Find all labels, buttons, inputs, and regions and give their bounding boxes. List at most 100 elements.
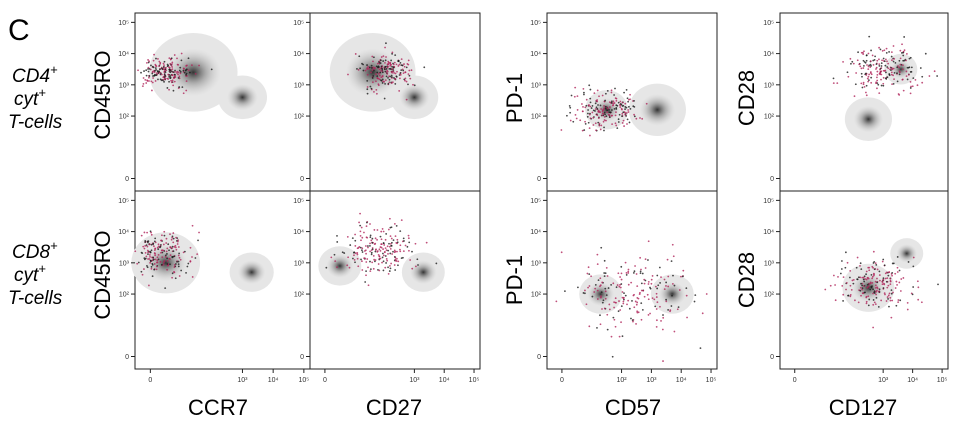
- population-event: [892, 291, 894, 294]
- event-dot: [641, 308, 644, 311]
- population-event: [603, 307, 606, 310]
- population-event: [646, 293, 649, 296]
- population-event: [371, 69, 374, 71]
- event-dot: [892, 82, 895, 85]
- event-dot: [148, 67, 151, 70]
- event-dot: [380, 65, 383, 68]
- population-event: [587, 286, 589, 289]
- population-event: [358, 221, 360, 224]
- event-dot: [606, 109, 609, 112]
- population-event: [917, 286, 920, 289]
- population-event: [394, 72, 397, 75]
- event-dot: [168, 249, 170, 252]
- event-dot: [435, 262, 438, 265]
- population-event: [161, 256, 164, 259]
- population-event: [594, 122, 597, 125]
- event-dot: [144, 241, 147, 243]
- population-event: [870, 81, 873, 84]
- population-event: [888, 271, 891, 274]
- population-event: [166, 260, 169, 262]
- population-event: [862, 67, 865, 69]
- population-event: [928, 75, 931, 77]
- population-event: [386, 72, 389, 75]
- event-dot: [902, 54, 905, 57]
- population-event: [606, 107, 609, 110]
- event-dot: [149, 230, 152, 233]
- population-event: [378, 269, 381, 272]
- y-tick-label: 10⁴: [530, 51, 541, 58]
- population-event: [366, 258, 369, 260]
- population-event: [382, 230, 385, 233]
- event-dot: [384, 68, 386, 71]
- event-dot: [397, 59, 400, 62]
- population-event: [582, 87, 585, 90]
- population-event: [366, 236, 369, 239]
- population-event: [620, 278, 623, 281]
- population-event: [614, 97, 617, 100]
- population-event: [177, 73, 179, 76]
- population-event: [606, 275, 609, 277]
- event-dot: [150, 265, 153, 268]
- population-event: [633, 306, 636, 309]
- population-event: [882, 76, 885, 79]
- y-tick-label: 10²: [294, 114, 305, 121]
- population-event: [389, 61, 392, 64]
- population-event: [145, 255, 148, 258]
- event-dot: [392, 250, 394, 253]
- population-event: [612, 104, 615, 106]
- plot-cd8-cd27: 10⁵ 10⁴ 10³ 10² 0 0 10³ 10⁴ 10⁵: [293, 190, 481, 384]
- event-dot: [568, 105, 571, 107]
- population-event: [667, 285, 670, 288]
- population-event: [910, 85, 912, 88]
- event-dot: [167, 64, 170, 67]
- population-event: [365, 261, 368, 263]
- population-event: [638, 293, 641, 296]
- x-tick-label: 10⁴: [676, 377, 687, 384]
- population-event: [588, 325, 591, 328]
- event-dot: [389, 67, 392, 70]
- event-dot: [597, 104, 599, 106]
- population-event: [361, 247, 364, 250]
- population-event: [173, 77, 176, 80]
- event-dot: [912, 77, 915, 80]
- event-dot: [162, 79, 164, 82]
- population-event: [898, 281, 901, 284]
- event-dot: [842, 300, 844, 302]
- population-event: [584, 289, 586, 292]
- population-event: [398, 90, 401, 92]
- event-dot: [597, 121, 600, 124]
- population-event: [640, 318, 643, 321]
- population-event: [142, 245, 145, 248]
- event-dot: [381, 78, 384, 81]
- population-event: [612, 100, 615, 103]
- population-event: [636, 296, 639, 299]
- event-dot: [371, 242, 374, 244]
- population-event: [606, 111, 609, 114]
- population-event: [849, 269, 852, 272]
- event-dot: [174, 277, 177, 280]
- x-tick-label: 10³: [409, 377, 420, 384]
- population-event: [171, 247, 173, 250]
- population-event: [404, 77, 407, 80]
- density-cloud: [639, 93, 676, 126]
- event-dot: [672, 274, 674, 277]
- event-dot: [145, 74, 148, 77]
- population-event: [649, 312, 651, 315]
- population-event: [354, 233, 357, 236]
- event-dot: [584, 292, 586, 295]
- population-event: [655, 308, 658, 310]
- event-dot: [163, 60, 166, 63]
- event-dot: [882, 287, 885, 289]
- population-event: [608, 303, 611, 306]
- population-event: [596, 99, 599, 101]
- y-tick-label: 10⁵: [530, 20, 541, 27]
- event-dot: [154, 237, 157, 240]
- population-event: [555, 300, 558, 303]
- population-event: [182, 251, 185, 254]
- event-dot: [369, 85, 372, 88]
- event-dot: [360, 258, 362, 261]
- event-dot: [600, 291, 603, 294]
- population-event: [911, 85, 914, 88]
- population-event: [634, 265, 636, 267]
- population-event: [146, 245, 149, 248]
